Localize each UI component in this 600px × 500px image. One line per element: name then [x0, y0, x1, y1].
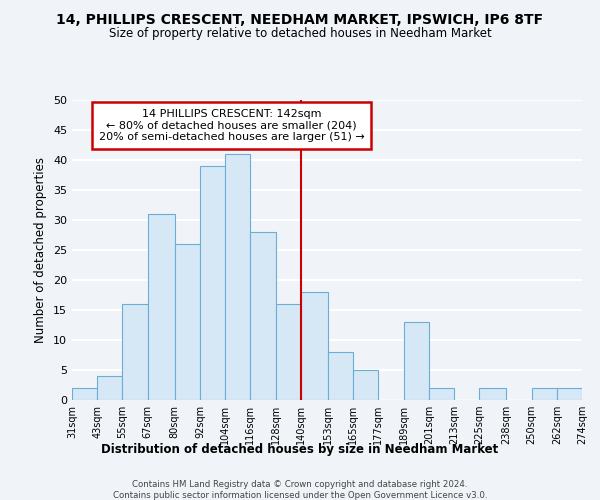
Bar: [225, 154, 250, 400]
Bar: [404, 322, 429, 400]
Bar: [122, 304, 148, 400]
Bar: [97, 376, 122, 400]
Bar: [148, 214, 175, 400]
Bar: [532, 388, 557, 400]
Bar: [353, 370, 379, 400]
Text: Size of property relative to detached houses in Needham Market: Size of property relative to detached ho…: [109, 28, 491, 40]
Bar: [429, 388, 454, 400]
Bar: [557, 388, 582, 400]
Y-axis label: Number of detached properties: Number of detached properties: [34, 157, 47, 343]
Bar: [72, 388, 97, 400]
Text: 14, PHILLIPS CRESCENT, NEEDHAM MARKET, IPSWICH, IP6 8TF: 14, PHILLIPS CRESCENT, NEEDHAM MARKET, I…: [56, 12, 544, 26]
Bar: [250, 232, 275, 400]
Bar: [200, 166, 225, 400]
Text: Distribution of detached houses by size in Needham Market: Distribution of detached houses by size …: [101, 442, 499, 456]
Text: 14 PHILLIPS CRESCENT: 142sqm
← 80% of detached houses are smaller (204)
20% of s: 14 PHILLIPS CRESCENT: 142sqm ← 80% of de…: [98, 109, 364, 142]
Bar: [301, 292, 328, 400]
Text: Contains HM Land Registry data © Crown copyright and database right 2024.: Contains HM Land Registry data © Crown c…: [132, 480, 468, 489]
Bar: [479, 388, 506, 400]
Text: Contains public sector information licensed under the Open Government Licence v3: Contains public sector information licen…: [113, 491, 487, 500]
Bar: [328, 352, 353, 400]
Bar: [275, 304, 301, 400]
Bar: [175, 244, 200, 400]
